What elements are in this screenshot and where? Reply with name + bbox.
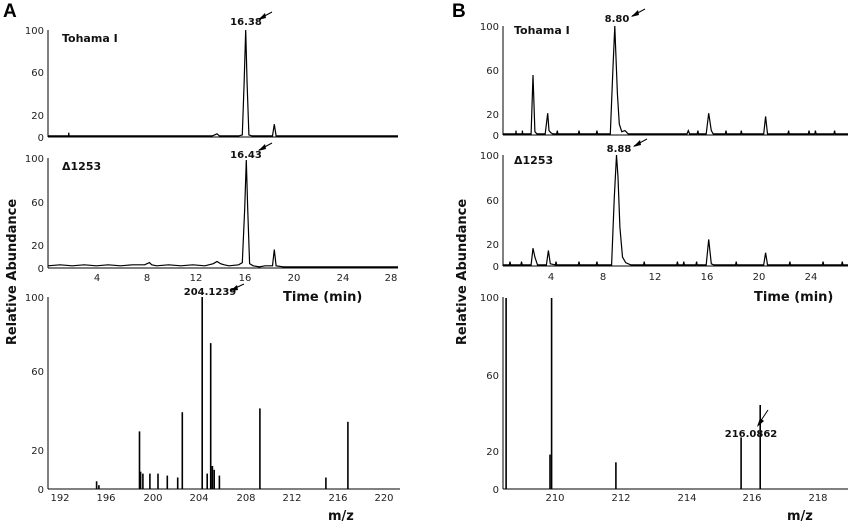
y-tick-label-100: 100 bbox=[480, 293, 499, 304]
y-tick-label-100: 100 bbox=[25, 26, 44, 37]
mz-tick-label: 214 bbox=[677, 493, 696, 504]
peak-label-204-1239: 204.1239 bbox=[184, 287, 237, 298]
time-axis-title-b: Time (min) bbox=[754, 290, 833, 305]
y-tick-label-0: 0 bbox=[38, 133, 44, 144]
time-tick-label: 12 bbox=[190, 273, 203, 284]
spectrum-bars-b bbox=[505, 298, 762, 489]
time-tick-label: 28 bbox=[385, 273, 398, 284]
mz-axis-title-a: m/z bbox=[328, 509, 354, 524]
chromatogram-b-tohama: 100 60 20 0 Tohama I 8.80 bbox=[480, 8, 848, 142]
arrow-icon bbox=[258, 11, 273, 20]
mz-tick-label: 212 bbox=[611, 493, 630, 504]
y-tick-label-100: 100 bbox=[25, 154, 44, 165]
time-tick-label: 16 bbox=[239, 273, 252, 284]
panel-letter-a: A bbox=[3, 1, 17, 22]
trace-label-tohama: Tohama I bbox=[62, 32, 118, 45]
time-tick-label: 4 bbox=[94, 273, 100, 284]
arrow-icon bbox=[631, 8, 646, 17]
y-tick-label-100: 100 bbox=[25, 293, 44, 304]
mz-tick-label: 220 bbox=[374, 493, 393, 504]
arrow-icon bbox=[633, 138, 648, 147]
trace-label-tohama: Tohama I bbox=[514, 24, 570, 37]
y-tick-label-60: 60 bbox=[31, 68, 44, 79]
mz-tick-label: 216 bbox=[328, 493, 347, 504]
chromatogram-a-tohama: 100 60 20 0 Tohama I 16.38 bbox=[25, 11, 398, 144]
peak-label-216-0862: 216.0862 bbox=[725, 429, 778, 440]
mz-axis-title-b: m/z bbox=[787, 509, 813, 524]
peak-label-16-43: 16.43 bbox=[230, 150, 262, 161]
trace-line-mutant bbox=[47, 159, 398, 268]
y-tick-label-60: 60 bbox=[486, 66, 499, 77]
mz-tick-label: 208 bbox=[236, 493, 255, 504]
trace-line-mutant bbox=[503, 154, 848, 266]
arrow-icon bbox=[258, 142, 273, 151]
chromatogram-a-mutant: 100 60 20 0 Δ1253 16.43 4 8 12 16 20 24 … bbox=[25, 142, 398, 284]
panel-letter-b: B bbox=[452, 1, 466, 22]
y-tick-label-0: 0 bbox=[38, 264, 44, 275]
y-tick-label-20: 20 bbox=[486, 110, 499, 121]
mz-tick-label: 212 bbox=[282, 493, 301, 504]
arrow-icon bbox=[757, 409, 769, 427]
y-tick-label-0: 0 bbox=[38, 485, 44, 496]
mass-spectrum-a: 100 60 20 0 204.1239 192 196 200 204 208… bbox=[25, 283, 400, 504]
y-tick-label-60: 60 bbox=[31, 367, 44, 378]
y-tick-label-60: 60 bbox=[31, 198, 44, 209]
mass-spectrum-b: 100 60 20 0 216.0862 210 212 214 216 218 bbox=[480, 293, 848, 504]
time-axis-title-a: Time (min) bbox=[283, 290, 362, 305]
time-tick-label: 16 bbox=[701, 272, 714, 283]
y-tick-label-20: 20 bbox=[31, 241, 44, 252]
time-tick-label: 24 bbox=[337, 273, 350, 284]
mz-tick-label: 196 bbox=[96, 493, 115, 504]
mz-tick-label: 204 bbox=[189, 493, 208, 504]
y-axis-title-b: Relative Abundance bbox=[455, 199, 470, 345]
arrow-icon bbox=[230, 283, 245, 291]
peak-label-8-88: 8.88 bbox=[607, 144, 632, 155]
spectrum-bars-a bbox=[95, 297, 349, 489]
mz-tick-label: 200 bbox=[143, 493, 162, 504]
mz-tick-label: 216 bbox=[742, 493, 761, 504]
y-tick-label-0: 0 bbox=[493, 485, 499, 496]
y-tick-label-20: 20 bbox=[486, 447, 499, 458]
y-tick-label-0: 0 bbox=[493, 131, 499, 142]
mz-tick-label: 192 bbox=[50, 493, 69, 504]
peak-label-8-80: 8.80 bbox=[605, 14, 630, 25]
y-tick-label-100: 100 bbox=[480, 22, 499, 33]
y-axis-title-a: Relative Abundance bbox=[5, 199, 20, 345]
y-tick-label-20: 20 bbox=[486, 240, 499, 251]
chromatogram-b-mutant: 100 60 20 0 Δ1253 8.88 4 8 12 16 20 24 bbox=[480, 138, 848, 283]
time-tick-label: 8 bbox=[144, 273, 150, 284]
time-tick-label: 20 bbox=[288, 273, 301, 284]
mz-tick-label: 210 bbox=[545, 493, 564, 504]
y-tick-label-0: 0 bbox=[493, 262, 499, 273]
time-tick-label: 8 bbox=[600, 272, 606, 283]
mz-tick-label: 218 bbox=[808, 493, 827, 504]
y-tick-label-60: 60 bbox=[486, 371, 499, 382]
y-tick-label-20: 20 bbox=[31, 446, 44, 457]
time-tick-label: 24 bbox=[805, 272, 818, 283]
y-tick-label-20: 20 bbox=[31, 111, 44, 122]
time-tick-label: 12 bbox=[649, 272, 662, 283]
y-tick-label-100: 100 bbox=[480, 151, 499, 162]
trace-line-tohama bbox=[503, 25, 848, 135]
y-tick-label-60: 60 bbox=[486, 196, 499, 207]
time-tick-label: 4 bbox=[548, 272, 554, 283]
trace-label-mutant: Δ1253 bbox=[514, 154, 553, 167]
trace-label-mutant: Δ1253 bbox=[62, 160, 101, 173]
time-tick-label: 20 bbox=[753, 272, 766, 283]
peak-label-16-38: 16.38 bbox=[230, 17, 262, 28]
trace-line-tohama bbox=[48, 29, 398, 137]
